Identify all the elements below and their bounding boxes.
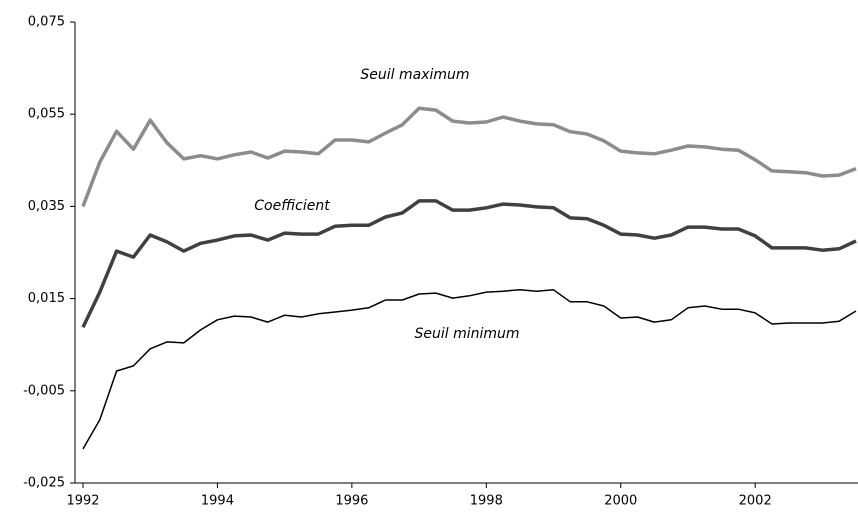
- x-tick-label: 1998: [470, 494, 503, 509]
- series-line: [82, 289, 857, 450]
- y-tick-label: 0,015: [28, 291, 65, 306]
- x-tick-label: 1996: [335, 494, 368, 509]
- x-tick-label: 2000: [604, 494, 637, 509]
- y-tick-label: 0,055: [28, 107, 65, 122]
- series-line: [81, 199, 857, 328]
- series-line: [81, 106, 857, 208]
- x-tick-label: 1992: [66, 494, 99, 509]
- y-tick-label: 0,075: [28, 15, 65, 30]
- x-tick-label: 2002: [739, 494, 772, 509]
- x-tick-label: 1994: [201, 494, 234, 509]
- y-tick-label: -0,025: [23, 476, 65, 491]
- annotation: Seuil maximum: [360, 67, 469, 83]
- annotation: Seuil minimum: [414, 326, 519, 342]
- y-tick-label: 0,035: [28, 199, 65, 214]
- annotation: Coefficient: [254, 198, 330, 214]
- y-tick-label: -0,005: [23, 383, 65, 398]
